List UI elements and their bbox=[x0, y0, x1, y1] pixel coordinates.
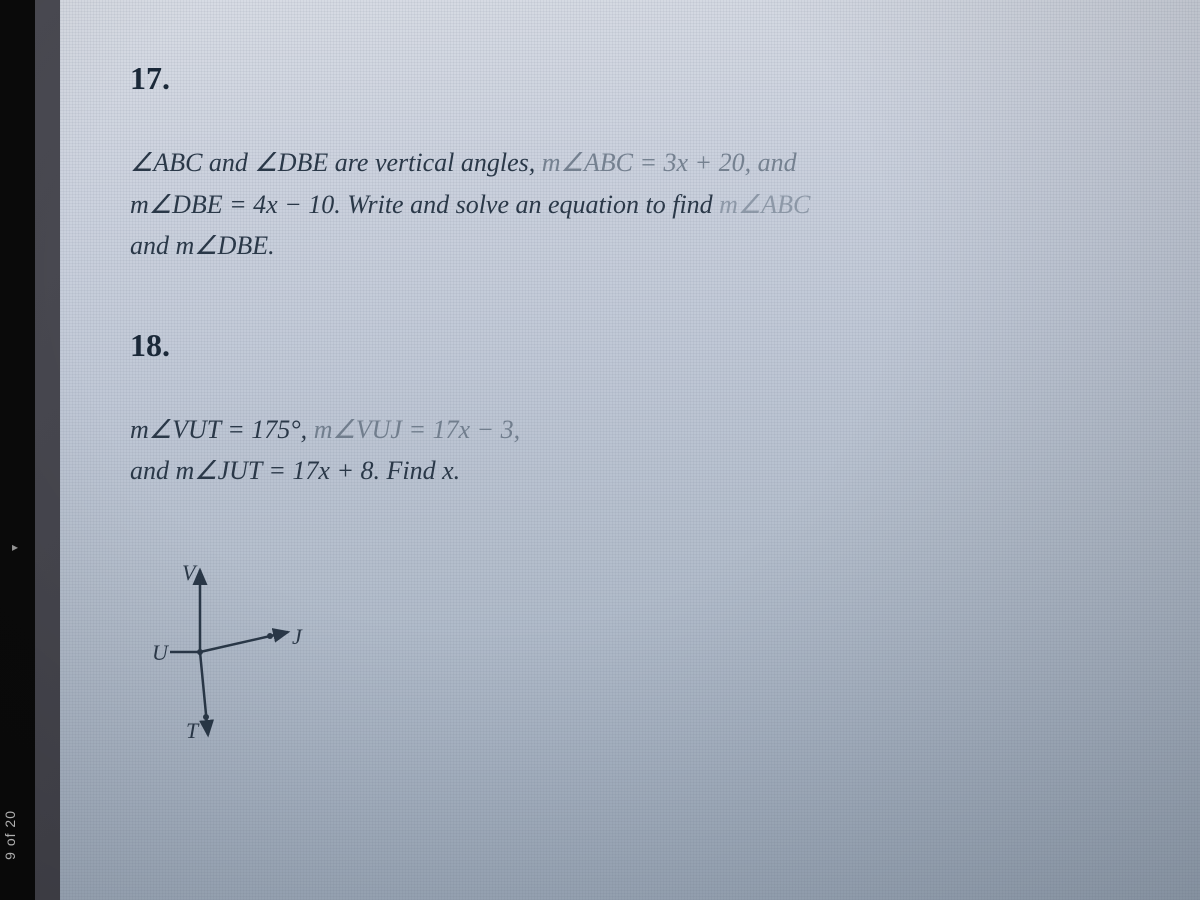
problem-18-line1b: m∠VUJ = 17x − 3, bbox=[314, 415, 520, 444]
angle-diagram: V U J T bbox=[140, 552, 340, 752]
ray-uj bbox=[200, 632, 288, 652]
problem-18-text: m∠VUT = 175°, m∠VUJ = 17x − 3, and m∠JUT… bbox=[130, 409, 1130, 492]
problem-17-line2a: m∠DBE = 4x − 10. Write and solve an equa… bbox=[130, 190, 719, 219]
problem-18-line1a: m∠VUT = 175°, bbox=[130, 415, 314, 444]
dot-v bbox=[197, 579, 203, 585]
worksheet-page: 17. ∠ABC and ∠DBE are vertical angles, m… bbox=[60, 0, 1200, 900]
label-j: J bbox=[292, 624, 303, 649]
page-counter-label: 9 of 20 bbox=[2, 810, 18, 860]
problem-17-line1b: m∠ABC = 3x + 20, and bbox=[542, 148, 797, 177]
dot-t bbox=[203, 714, 209, 720]
label-u: U bbox=[152, 640, 170, 665]
problem-17-number: 17. bbox=[130, 60, 1130, 97]
ray-ut bbox=[200, 652, 208, 735]
problem-17-line2b: m∠ABC bbox=[719, 190, 810, 219]
left-border: ▸ 9 of 20 bbox=[0, 0, 35, 900]
origin-dot bbox=[197, 649, 203, 655]
problem-18-number: 18. bbox=[130, 327, 1130, 364]
side-arrow-icon: ▸ bbox=[12, 540, 18, 555]
diagram-svg: V U J T bbox=[140, 552, 340, 752]
problem-17-text: ∠ABC and ∠DBE are vertical angles, m∠ABC… bbox=[130, 142, 1130, 267]
problem-17-line1a: ∠ABC and ∠DBE are vertical angles, bbox=[130, 148, 542, 177]
problem-18-line2: and m∠JUT = 17x + 8. Find x. bbox=[130, 456, 460, 485]
label-v: V bbox=[182, 560, 198, 585]
problem-17-line3: and m∠DBE. bbox=[130, 231, 275, 260]
dot-j bbox=[267, 633, 273, 639]
label-t: T bbox=[186, 718, 200, 743]
